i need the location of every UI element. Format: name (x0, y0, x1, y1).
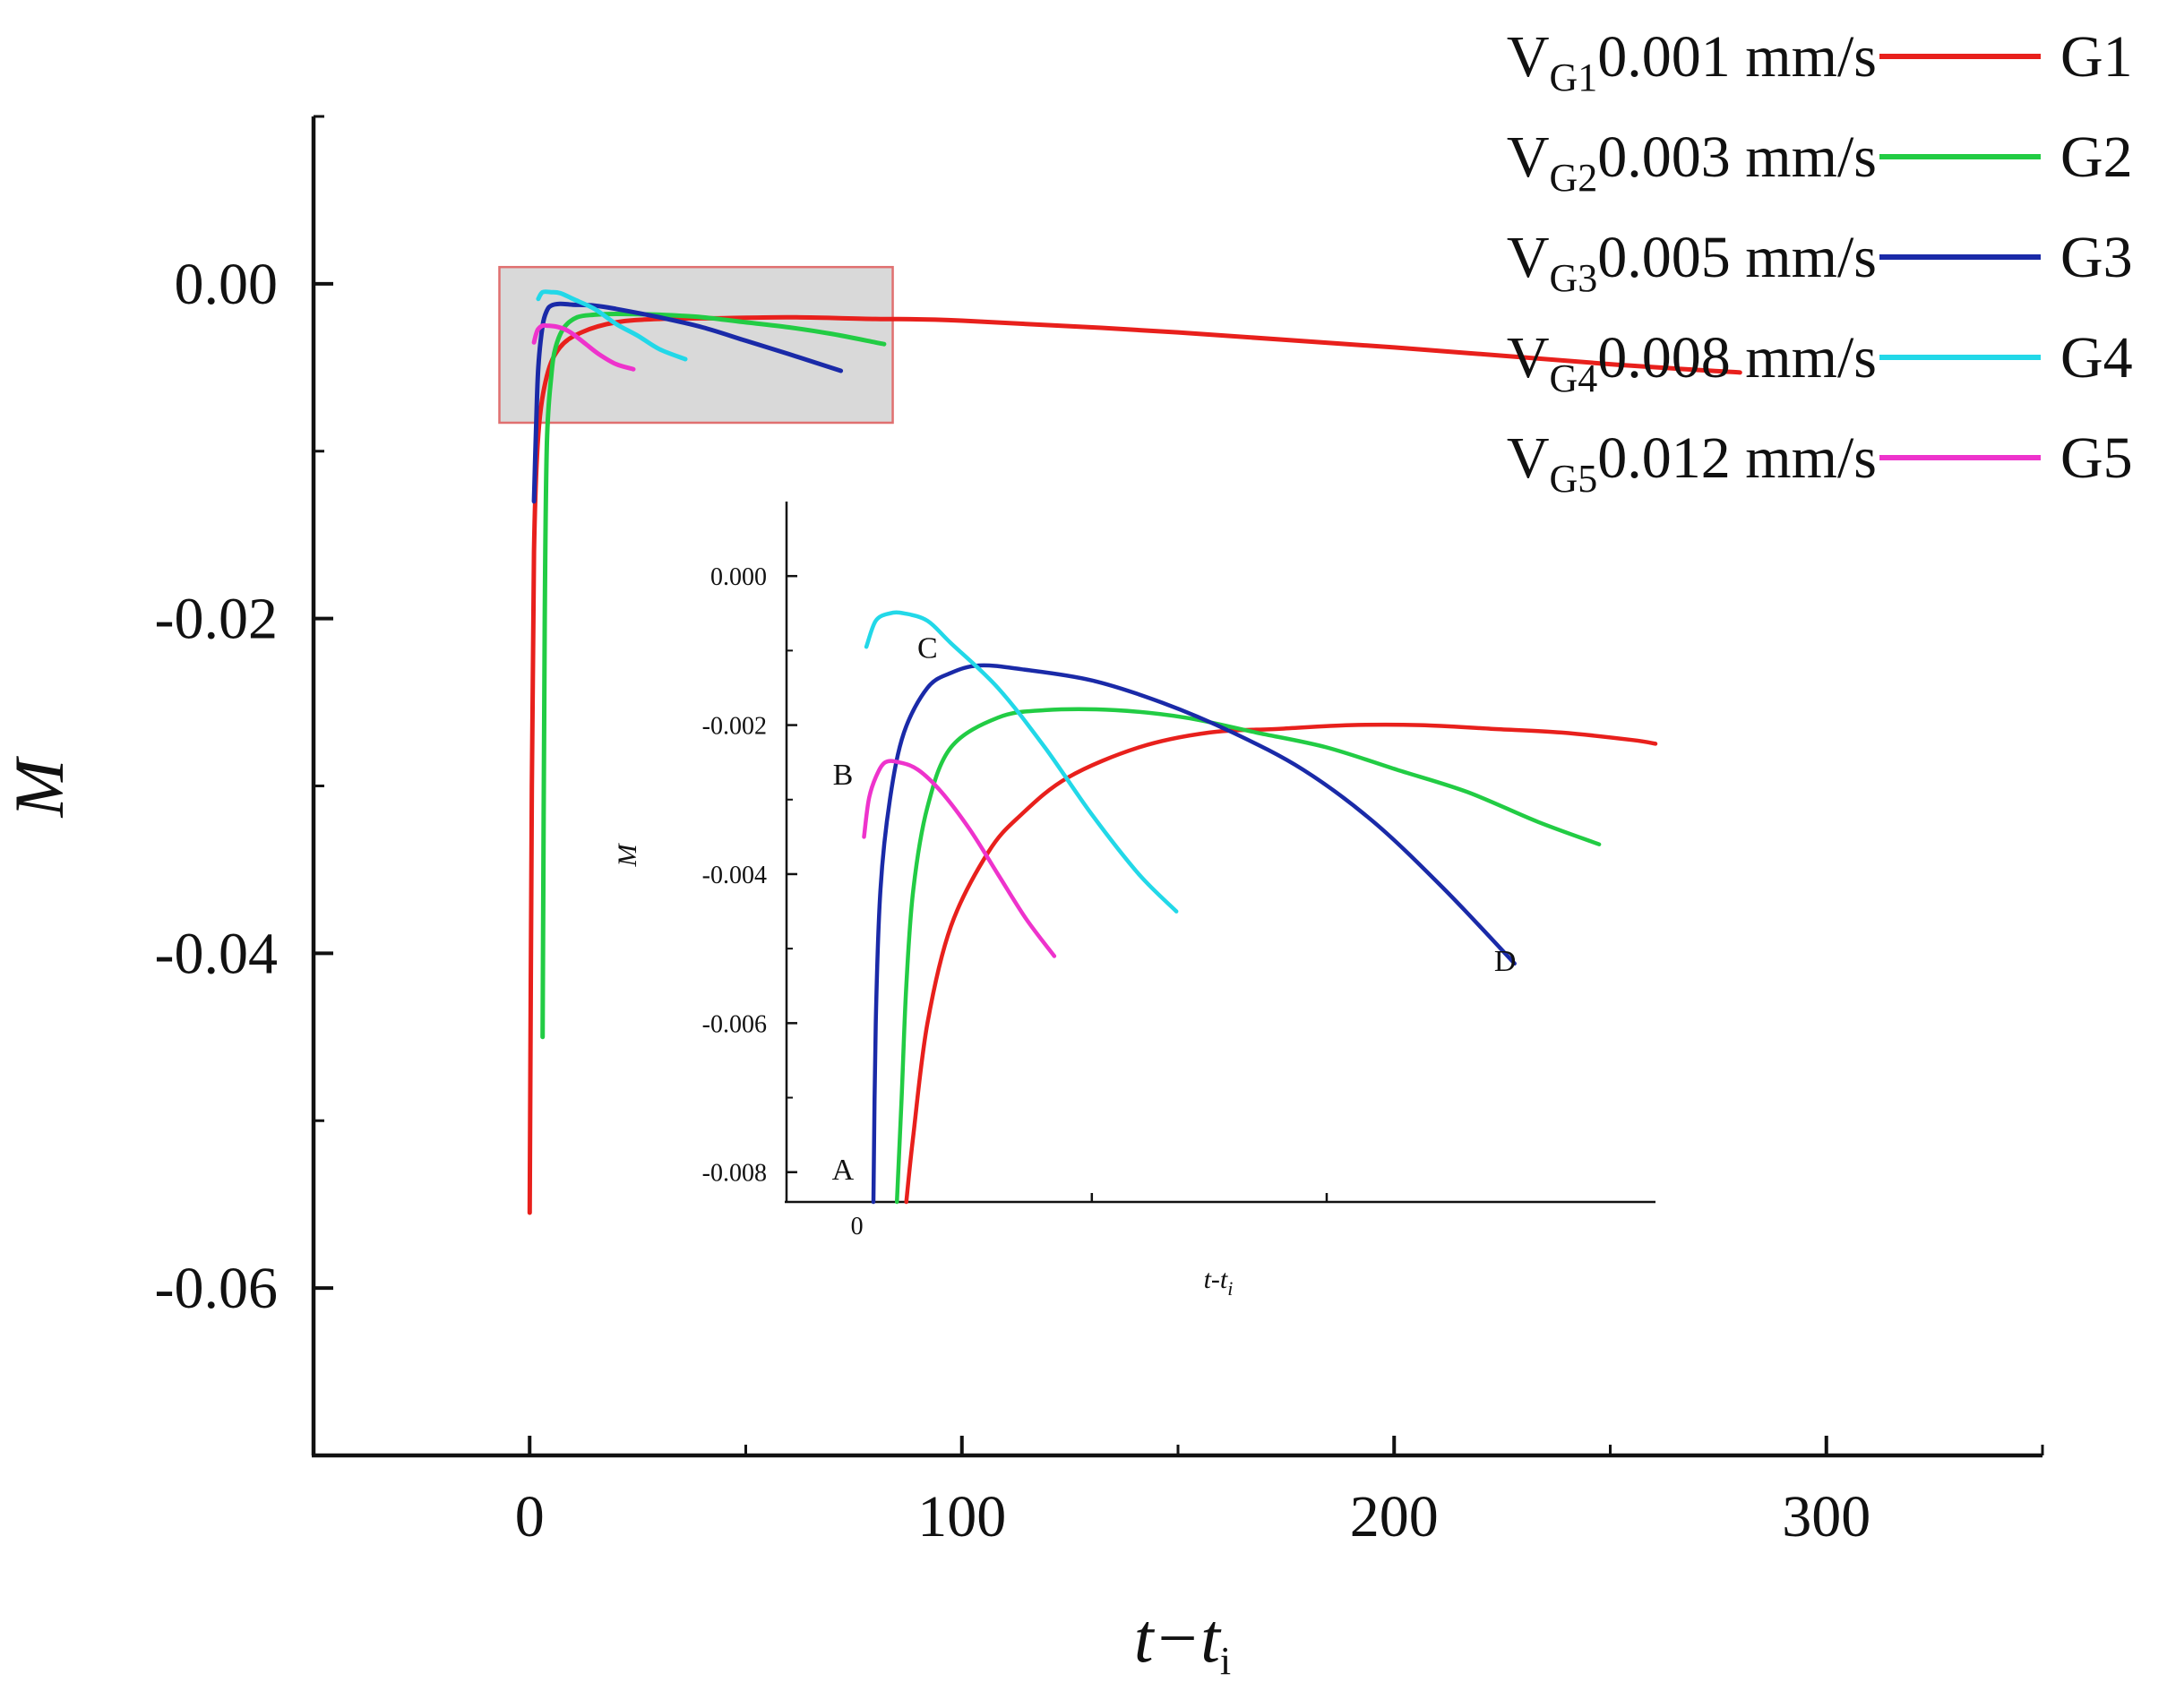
inset-series-group (862, 610, 1658, 1205)
legend-name-g4: G4 (2060, 325, 2133, 391)
y-tick-label: -0.06 (155, 1256, 278, 1321)
y-tick-label: -0.04 (155, 921, 278, 986)
legend-label-g4: VG40.008 mm/s (1507, 325, 1877, 400)
y-tick-label: 0.00 (175, 252, 279, 317)
inset-y-tick-label: -0.004 (702, 862, 767, 889)
x-tick-label: 300 (1782, 1484, 1870, 1549)
x-tick-label: 200 (1350, 1484, 1439, 1549)
inset-x-tick-label: 0 (851, 1213, 864, 1240)
point-label-c: C (917, 632, 938, 665)
point-label-a: A (832, 1154, 855, 1187)
legend-name-g2: G2 (2060, 124, 2133, 190)
legend-label-g5: VG50.012 mm/s (1507, 425, 1877, 501)
series-line-g1 (527, 314, 1742, 1215)
main-axis-ticks: 0 100 200 300 0.00 -0.02 -0.04 -0.06 (155, 115, 2044, 1549)
inset-y-tick-label: 0.000 (710, 563, 767, 591)
inset-series-line-g3 (871, 663, 1517, 1205)
main-series-group (527, 289, 1742, 1215)
legend-label-g1: VG10.001 mm/s (1507, 24, 1877, 99)
inset-y-tick-label: -0.006 (702, 1010, 767, 1038)
legend-label-g3: VG30.005 mm/s (1507, 225, 1877, 300)
inset-point-labels: A B C D (832, 632, 1517, 1187)
inset-axis-ticks: 0.000 -0.002 -0.004 -0.006 -0.008 0 (702, 563, 1329, 1240)
y-tick-label: -0.02 (155, 587, 278, 652)
point-label-d: D (1494, 945, 1517, 978)
inset-background (787, 502, 1655, 1200)
point-label-b: B (833, 759, 854, 792)
legend-name-g5: G5 (2060, 425, 2133, 491)
inset-series-line-g5 (862, 759, 1057, 958)
legend-name-g1: G1 (2060, 24, 2133, 90)
legend-name-g3: G3 (2060, 225, 2133, 290)
inset-series-line-g4 (864, 610, 1179, 914)
inset-y-axis-title: M (613, 843, 642, 868)
x-axis-title: t−ti (1134, 1599, 1231, 1683)
inset-y-tick-label: -0.008 (702, 1160, 767, 1188)
inset-series-line-g1 (904, 722, 1658, 1205)
series-line-g5 (531, 322, 636, 372)
legend: VG10.001 mm/s G1 VG20.003 mm/s G2 VG30.005 m… (1507, 24, 2133, 501)
series-line-g2 (540, 312, 887, 1040)
x-tick-label: 100 (917, 1484, 1006, 1549)
legend-label-g2: VG20.003 mm/s (1507, 124, 1877, 200)
y-axis-title: M (0, 755, 78, 818)
inset-x-axis-title: t-ti (1204, 1265, 1234, 1300)
inset-y-tick-label: -0.002 (702, 713, 767, 741)
inset-series-line-g2 (894, 707, 1602, 1205)
series-line-g4 (536, 289, 688, 362)
inset-chart: 0.000 -0.002 -0.004 -0.006 -0.008 0 A B C D M t-… (613, 502, 1658, 1300)
x-tick-label: 0 (515, 1484, 545, 1549)
series-line-g3 (531, 301, 844, 504)
